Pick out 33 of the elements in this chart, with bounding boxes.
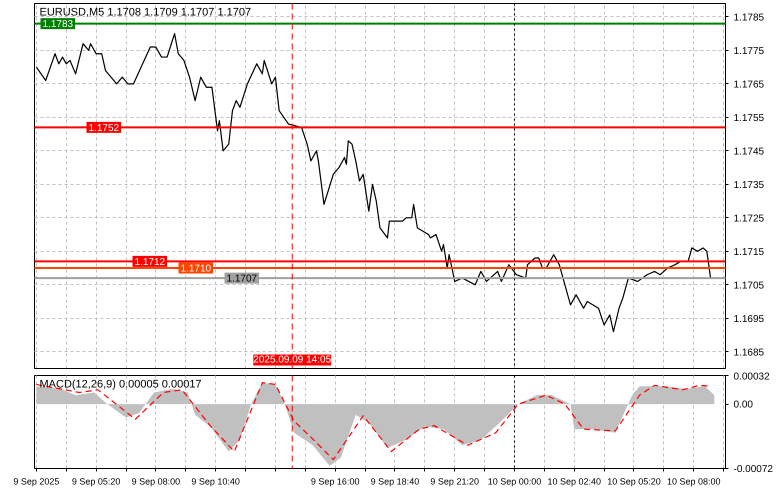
x-tick-label: 10 Sep 00:00	[488, 476, 542, 486]
y-tick-label: 1.1765	[734, 79, 765, 90]
chart-title: MACD(12,26,9) 0.00005 0.00017	[40, 378, 202, 390]
ref-line-label: 1.1707	[226, 274, 258, 285]
ref-line-label: 1.1752	[88, 122, 120, 134]
y-tick-label: 1.1685	[734, 347, 765, 358]
y-tick-label: -0.00072	[734, 464, 774, 475]
ref-line-label: 1.1712	[134, 256, 166, 268]
x-tick-label: 9 Sep 08:00	[132, 476, 180, 486]
y-tick-label: 1.1785	[734, 12, 765, 24]
y-tick-label: 0.00	[734, 400, 754, 411]
y-tick-label: 1.1755	[734, 112, 765, 124]
x-tick-label: 10 Sep 08:00	[666, 476, 721, 486]
y-tick-label: 1.1775	[734, 46, 765, 57]
ref-line-label: 2025.09.09 14:05	[253, 354, 332, 366]
x-tick-label: 10 Sep 05:20	[607, 476, 661, 486]
ref-line-label: 1.1783	[42, 19, 74, 30]
y-tick-label: 1.1695	[734, 314, 765, 325]
y-tick-label: 1.1715	[734, 246, 765, 258]
x-tick-label: 9 Sep 2025	[13, 476, 60, 486]
x-tick-label: 10 Sep 02:40	[547, 476, 602, 486]
chart-title: EURUSD,M5 1.1708 1.1709 1.1707 1.1707	[40, 6, 252, 18]
y-tick-label: 1.1735	[734, 180, 765, 191]
x-tick-label: 9 Sep 16:00	[310, 476, 360, 486]
x-tick-label: 9 Sep 05:20	[72, 476, 120, 486]
y-tick-label: 1.1705	[734, 280, 765, 292]
x-tick-label: 9 Sep 21:20	[430, 476, 479, 486]
x-tick-label: 9 Sep 18:40	[370, 476, 420, 486]
y-tick-label: 0.00032	[734, 372, 770, 382]
y-tick-label: 1.1725	[734, 213, 765, 224]
ref-line-label: 1.1710	[180, 264, 212, 275]
x-tick-label: 9 Sep 10:40	[191, 476, 240, 486]
y-tick-label: 1.1745	[734, 146, 765, 158]
